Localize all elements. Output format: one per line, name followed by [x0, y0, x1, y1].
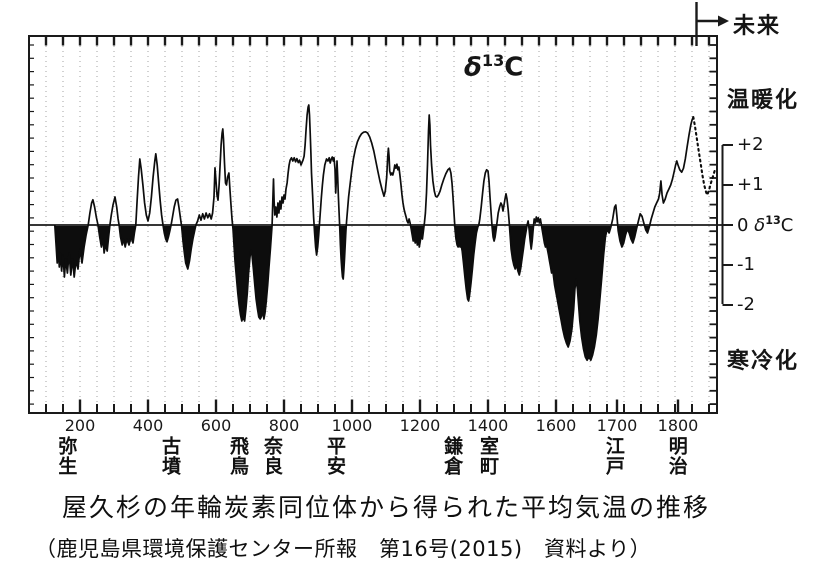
- year-tick-label-1800: 1800: [657, 416, 699, 435]
- year-tick-label-1400: 1400: [467, 416, 509, 435]
- carbon-glyph: C: [504, 52, 524, 83]
- cooling-label: 寒冷化: [727, 349, 800, 374]
- warming-label: 温暖化: [727, 88, 800, 113]
- right-axis-label-0: 0 δ13C: [737, 214, 794, 236]
- year-tick-label-1200: 1200: [399, 416, 441, 435]
- right-axis-label-+1: +1: [737, 174, 764, 195]
- arrowhead-icon: [718, 15, 729, 27]
- left-border-ticks: [29, 44, 34, 405]
- era-label-古墳: 古墳: [159, 436, 182, 476]
- delta-glyph: δ: [464, 52, 482, 83]
- figure-caption-title: 屋久杉の年輪炭素同位体から得られた平均気温の推移: [62, 493, 711, 522]
- year-tick-label-400: 400: [132, 416, 164, 435]
- right-axis-label--2: -2: [737, 294, 755, 315]
- era-label-室町: 室町: [476, 436, 499, 476]
- right-axis-label-+2: +2: [737, 134, 764, 155]
- right-axis-delta13c-unit: δ13C: [748, 214, 794, 236]
- year-tick-label-1000: 1000: [331, 416, 373, 435]
- right-axis-label--1: -1: [737, 254, 755, 275]
- isotope-curve-projection: [692, 115, 716, 198]
- figure-caption-source: （鹿児島県環境保護センター所報 第16号(2015) 資料より）: [35, 537, 652, 561]
- year-tick-label-1700: 1700: [596, 416, 638, 435]
- era-label-江戸: 江戸: [602, 436, 625, 476]
- temperature-chart: [28, 2, 733, 414]
- future-arrow: [695, 2, 729, 46]
- delta13c-series-label: δ13C: [464, 51, 523, 83]
- year-tick-label-800: 800: [268, 416, 300, 435]
- era-label-弥生: 弥生: [55, 436, 78, 476]
- future-label: 未来: [733, 14, 782, 39]
- year-tick-label-1600: 1600: [535, 416, 577, 435]
- top-axis-ticks: [44, 37, 711, 46]
- era-label-鎌倉: 鎌倉: [441, 436, 464, 476]
- year-tick-label-200: 200: [64, 416, 96, 435]
- year-tick-label-600: 600: [200, 416, 232, 435]
- isotope-superscript: 13: [481, 51, 505, 70]
- right-border-ticks: [709, 44, 717, 406]
- era-label-飛鳥: 飛鳥: [227, 436, 250, 476]
- bottom-axis-ticks: [45, 399, 710, 412]
- isotope-curve: [53, 104, 695, 362]
- era-label-明治: 明治: [665, 436, 688, 476]
- negative-area-fill: [54, 226, 650, 361]
- era-label-平安: 平安: [323, 436, 346, 476]
- era-label-奈良: 奈良: [261, 436, 284, 476]
- delta13c-scale-bar: [721, 144, 733, 306]
